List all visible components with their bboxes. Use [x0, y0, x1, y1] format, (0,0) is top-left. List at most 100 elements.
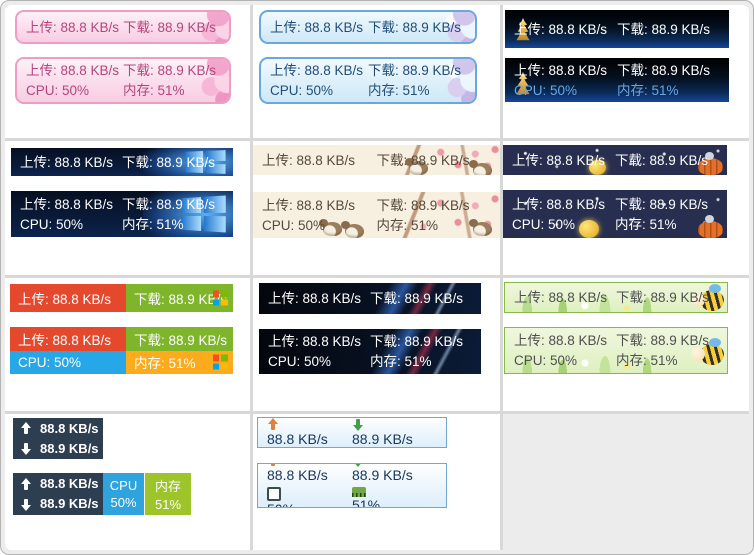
skin-preview-large: 上传: 88.8 KB/s 下载: 88.9 KB/s CPU: 50% 内存:…: [253, 192, 500, 238]
download-stat: 下载: 88.9 KB/s: [122, 196, 216, 212]
skin-preview-large: 上传: 88.8 KB/s 下载: 88.9 KB/s CPU: 50% 内存:…: [15, 57, 231, 104]
cpu-label: CPU: [109, 478, 138, 493]
anime-girl-art: [427, 59, 475, 102]
upload-stat: 上传: 88.8 KB/s: [512, 196, 606, 212]
download-stat: 下载: 88.9 KB/s: [617, 62, 711, 78]
skin-cell-blue-anime[interactable]: 上传: 88.8 KB/s 下载: 88.9 KB/s 上传: 88.8 KB/…: [253, 5, 500, 138]
upload-speed: 88.8 KB/s: [267, 430, 328, 447]
skin-grid: 上传: 88.8 KB/s 下载: 88.9 KB/s 上传: 88.8 KB/…: [5, 5, 749, 550]
memory-value: 51%: [154, 497, 182, 512]
download-stat: 下载: 88.9 KB/s: [617, 21, 711, 37]
upload-stat: 上传: 88.8 KB/s: [270, 63, 364, 78]
anime-girl-art: [427, 12, 475, 42]
skin-cell-night-gold-pagoda[interactable]: 上传: 88.8 KB/s 下载: 88.9 KB/s 上传: 88.8 KB/…: [503, 5, 749, 138]
cpu-stat: CPU: 50%: [262, 217, 326, 233]
windows-logo-art: [143, 191, 233, 237]
stats-text: 上传: 88.8 KB/s 下载: 88.9 KB/s: [17, 12, 229, 42]
stats-text: 上传: 88.8 KB/s 下载: 88.9 KB/s: [259, 283, 481, 314]
upload-stat: 上传: 88.8 KB/s: [514, 62, 608, 78]
up-arrow-icon: [20, 478, 31, 491]
cpu-value: 50%: [110, 495, 137, 510]
cpu-stat: CPU: 50%: [512, 216, 576, 232]
moon-art: [589, 160, 606, 175]
skin-preview-large: 上传: 88.8 KB/s 下载: 88.9 KB/s CPU: 50% 内存:…: [504, 327, 728, 374]
stats-text: 上传: 88.8 KB/s 下载: 88.9 KB/s: [253, 145, 500, 175]
upload-stat: 上传: 88.8 KB/s: [26, 63, 120, 78]
bird-art: [319, 219, 342, 236]
upload-row: 88.8 KB/s: [20, 420, 99, 438]
upload-stat: 上传: 88.8 KB/s: [20, 196, 114, 212]
upload-tile: 上传: 88.8 KB/s: [10, 284, 126, 312]
windows-flag-icon: [212, 290, 228, 306]
pumpkin-art: [698, 215, 723, 238]
down-arrow-icon: [352, 418, 363, 431]
skin-cell-dark-tech[interactable]: 上传: 88.8 KB/s 下载: 88.9 KB/s 上传: 88.8 KB/…: [253, 278, 500, 411]
skin-preview-small: 上传: 88.8 KB/s 下载: 88.9 KB/s: [11, 148, 233, 176]
up-arrow-icon: [267, 418, 278, 431]
skin-cell-windows10-dark[interactable]: 上传: 88.8 KB/s 下载: 88.9 KB/s 上传: 88.8 KB/…: [5, 141, 250, 275]
memory-stat: 内存: 51%: [370, 354, 432, 369]
stats-text: 上传: 88.8 KB/s 下载: 88.9 KB/s: [503, 145, 727, 175]
download-row: 88.9 KB/s: [352, 464, 437, 484]
download-stat: 下载: 88.9 KB/s: [376, 197, 470, 213]
skin-preview-large: 上传: 88.8 KB/s 下载: 88.9 KB/s CPU: 50% 内存:…: [259, 57, 477, 104]
memory-label: 内存: [154, 479, 181, 494]
windows-flag-icon: [212, 354, 228, 370]
memory-stat: 内存: 51%: [133, 356, 196, 372]
up-arrow-icon: [267, 464, 278, 467]
memory-stat: 内存: 51%: [616, 353, 678, 368]
skin-cell-plum-blossom-birds[interactable]: 上传: 88.8 KB/s 下载: 88.9 KB/s 上传: 88.8 KB/…: [253, 141, 500, 275]
cpu-icon: [267, 486, 281, 501]
upload-stat: 上传: 88.8 KB/s: [262, 197, 356, 213]
skin-cell-pink-anime[interactable]: 上传: 88.8 KB/s 下载: 88.9 KB/s 上传: 88.8 KB/…: [5, 5, 250, 138]
stats-text: 88.8 KB/s 88.9 KB/s: [258, 418, 446, 447]
stats-text: 上传: 88.8 KB/s 下载: 88.9 KB/s CPU: 50% 内存:…: [259, 329, 481, 374]
cpu-value: 50%: [267, 501, 352, 508]
cpu-stat: CPU: 50%: [270, 83, 334, 98]
bee-art: [691, 338, 724, 365]
upload-stat: 上传: 88.8 KB/s: [20, 154, 114, 170]
stats-text: 上传: 88.8 KB/s 下载: 88.9 KB/s CPU: 50% 内存:…: [261, 59, 475, 102]
skin-cell-green-meadow-bee[interactable]: 上传: 88.8 KB/s 下载: 88.9 KB/s 上传: 88.8 KB/…: [503, 278, 749, 411]
stats-text: 上传: 88.8 KB/s 下载: 88.9 KB/s: [505, 10, 729, 48]
cpu-stat: CPU: 50%: [20, 216, 84, 232]
skin-cell-flat-dark-blocks[interactable]: 88.8 KB/s 88.9 KB/s 88.8 KB/s 88.9 KB/s: [5, 414, 250, 550]
upload-stat: 上传: 88.8 KB/s: [18, 332, 112, 348]
skin-preview-large: 88.8 KB/s 88.9 KB/s 50% 51%: [257, 463, 447, 508]
upload-stat: 上传: 88.8 KB/s: [514, 21, 608, 37]
cpu-block: CPU 50%: [103, 473, 144, 515]
upload-speed: 88.8 KB/s: [40, 476, 99, 491]
stats-text: 上传: 88.8 KB/s 下载: 88.9 KB/s CPU: 50% 内存:…: [505, 328, 727, 373]
skin-preview-small: 上传: 88.8 KB/s 下载: 88.9 KB/s: [505, 10, 729, 48]
memory-stat: 内存: 51%: [615, 216, 677, 232]
bee-art: [691, 284, 724, 311]
download-row: 88.9 KB/s: [352, 418, 437, 447]
cpu-stat: CPU: 50%: [514, 82, 578, 98]
download-stat: 下载: 88.9 KB/s: [122, 154, 216, 170]
memory-stat: 内存: 51%: [376, 217, 439, 233]
skin-cell-light-arrow-outline[interactable]: 88.8 KB/s 88.9 KB/s 88.8 KB/s: [253, 414, 500, 550]
upload-tile: 上传: 88.8 KB/s: [10, 327, 126, 351]
upload-stat: 上传: 88.8 KB/s: [514, 333, 608, 348]
gold-pagoda-art: [516, 72, 530, 95]
empty-area: [503, 414, 749, 550]
skin-preview-large: 上传: 88.8 KB/s 下载: 88.9 KB/s CPU: 50% 内存:…: [10, 327, 233, 374]
anime-girl-art: [181, 12, 229, 42]
upload-speed: 88.8 KB/s: [40, 420, 99, 436]
download-stat: 下载: 88.9 KB/s: [368, 19, 462, 35]
bird-art: [405, 158, 428, 175]
bird-art: [469, 160, 492, 175]
download-stat: 下载: 88.9 KB/s: [615, 152, 709, 168]
anime-girl-art: [181, 59, 229, 102]
skin-cell-metro-tiles[interactable]: 上传: 88.8 KB/s 下载: 88.9 KB/s 上传: 88.8 KB/…: [5, 278, 250, 411]
cpu-stat: CPU: 50%: [18, 354, 82, 370]
skin-preview-large: 上传: 88.8 KB/s 下载: 88.9 KB/s CPU: 50% 内存:…: [505, 58, 729, 102]
stats-text: 上传: 88.8 KB/s 下载: 88.9 KB/s CPU: 50% 内存:…: [11, 191, 233, 237]
bird-art: [469, 219, 492, 236]
download-row: 88.9 KB/s: [20, 495, 99, 513]
cpu-row: 50%: [267, 486, 352, 508]
memory-row: 51%: [352, 486, 437, 507]
skin-cell-starry-night-pumpkin[interactable]: 上传: 88.8 KB/s 下载: 88.9 KB/s 上传: 88.8 KB/…: [503, 141, 749, 275]
download-stat: 下载: 88.9 KB/s: [616, 290, 710, 305]
download-stat: 下载: 88.9 KB/s: [368, 63, 462, 78]
